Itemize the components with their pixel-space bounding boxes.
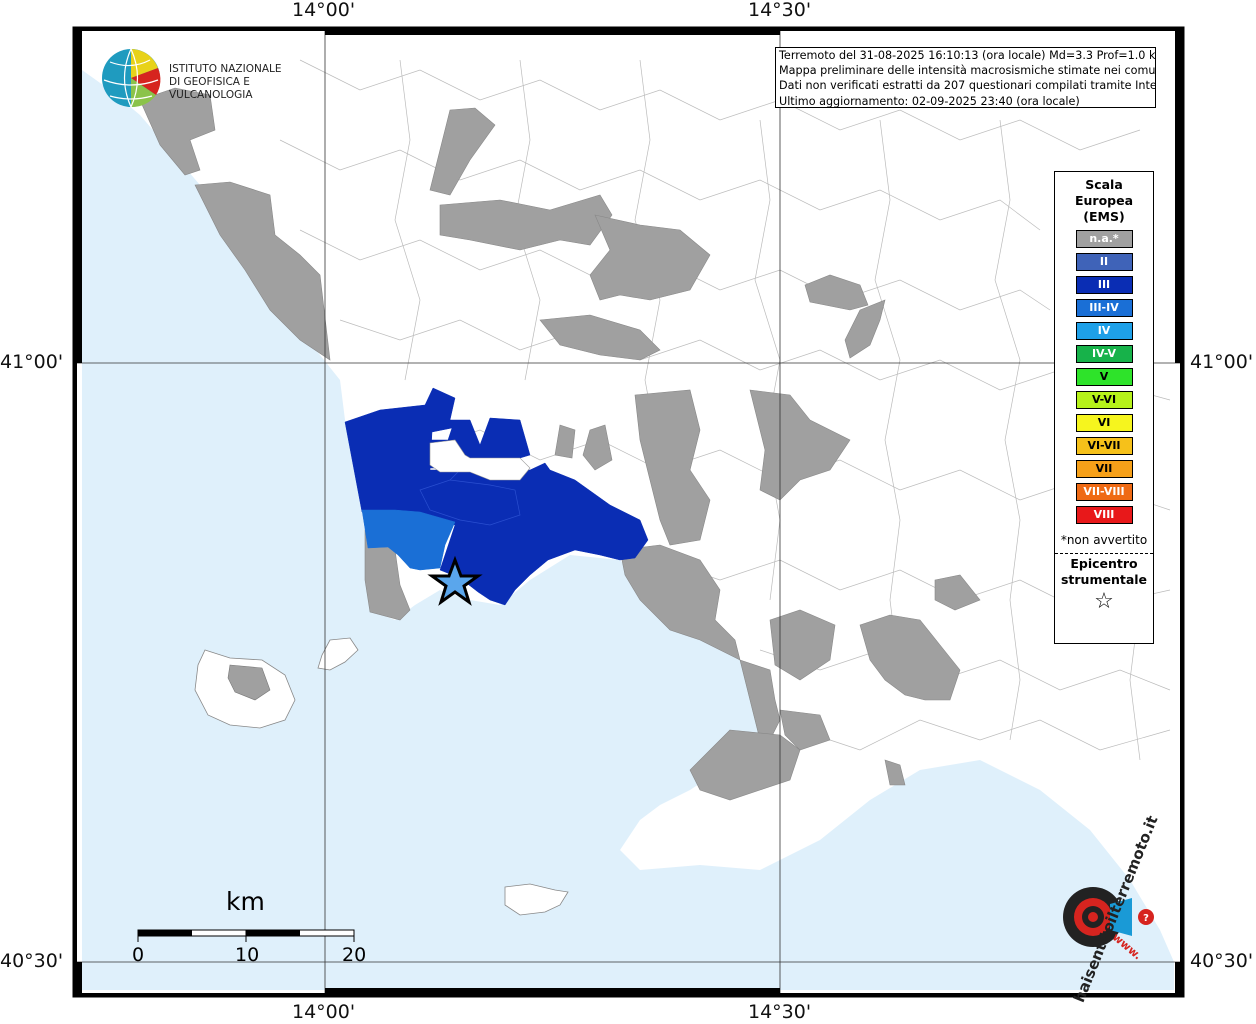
- lon-label-bottom-right: 14°30': [748, 1001, 812, 1023]
- legend-swatch: IV: [1075, 322, 1133, 340]
- logo-line-2: DI GEOFISICA E VULCANOLOGIA: [169, 76, 253, 101]
- svg-text:?: ?: [1143, 913, 1149, 924]
- ems-legend: Scala Europea (EMS) n.a.* II III III-IV IV IV…: [1054, 171, 1154, 644]
- haisentito-logo: ?: [1063, 887, 1154, 947]
- lat-label-lower-left: 40°30': [0, 950, 64, 972]
- legend-swatch: V-VI: [1075, 391, 1133, 409]
- lat-label-lower-right: 40°30': [1190, 950, 1254, 972]
- epicenter-star: [427, 555, 483, 606]
- legend-swatch: n.a.*: [1075, 230, 1133, 248]
- legend-star-icon: ☆: [1094, 589, 1114, 614]
- legend-separator: [1055, 553, 1153, 554]
- legend-epicenter-1: Epicentro: [1070, 556, 1138, 571]
- info-line-1: Terremoto del 31-08-2025 16:10:13 (ora l…: [779, 49, 1156, 62]
- legend-swatch: VII-VIII: [1075, 483, 1133, 501]
- legend-swatch: VI: [1075, 414, 1133, 432]
- legend-title-1: Scala: [1085, 177, 1123, 192]
- island-ischia-gray: [227, 664, 271, 701]
- legend-swatch: IV-V: [1075, 345, 1133, 363]
- legend-items: n.a.* II III III-IV IV IV-V V V-VI VI VI-VII VII VI…: [1055, 230, 1153, 524]
- legend-title-2: Europea: [1074, 193, 1134, 208]
- event-info-box: Terremoto del 31-08-2025 16:10:13 (ora l…: [775, 47, 1156, 108]
- scale-tick-10: 10: [235, 944, 260, 966]
- info-line-3: Dati non verificati estratti da 207 ques…: [779, 79, 1156, 93]
- lon-label-top-right: 14°30': [748, 0, 812, 21]
- scale-unit: km: [226, 887, 265, 916]
- legend-swatch: II: [1075, 253, 1133, 271]
- island-procida: [317, 637, 359, 671]
- island-capri: [504, 883, 569, 916]
- logo-line-1: ISTITUTO NAZIONALE: [169, 63, 282, 75]
- intensity-III-area: [344, 387, 649, 606]
- intensity-III-IV-area: [361, 509, 456, 571]
- ingv-logo-globe: [102, 48, 161, 108]
- info-line-2: Mappa preliminare delle intensità macros…: [779, 64, 1156, 78]
- ingv-logo: ISTITUTO NAZIONALE DI GEOFISICA E VULCAN…: [100, 48, 330, 108]
- legend-swatch: V: [1075, 368, 1133, 386]
- legend-swatch: VI-VII: [1075, 437, 1133, 455]
- graticule: [73, 27, 1184, 997]
- white-hole: [429, 439, 531, 481]
- legend-swatch: III-IV: [1075, 299, 1133, 317]
- scale-bar: [137, 929, 355, 942]
- scale-tick-0: 0: [132, 944, 145, 966]
- watermark: haisentitoilterremoto.it www.: [1030, 813, 1161, 1005]
- legend-swatch: VII: [1075, 460, 1133, 478]
- lat-label-upper-right: 41°00': [1190, 351, 1254, 373]
- watermark-prefix: www.: [1109, 930, 1145, 963]
- not-felt-municipalities: [139, 87, 981, 801]
- frame-ticks: [73, 27, 1184, 997]
- legend-swatch: III: [1075, 276, 1133, 294]
- lat-label-upper-left: 41°00': [0, 351, 64, 373]
- legend-epicenter-2: strumentale: [1060, 572, 1148, 587]
- info-line-4: Ultimo aggiornamento: 02-09-2025 23:40 (…: [779, 94, 1080, 108]
- lon-label-top-left: 14°00': [292, 0, 356, 21]
- lon-label-bottom-left: 14°00': [292, 1001, 356, 1023]
- sea-area: [82, 36, 1174, 990]
- legend-swatch: VIII: [1075, 506, 1133, 524]
- legend-title-3: (EMS): [1083, 209, 1125, 224]
- legend-note: *non avvertito: [1060, 533, 1148, 547]
- scale-tick-20: 20: [342, 944, 367, 966]
